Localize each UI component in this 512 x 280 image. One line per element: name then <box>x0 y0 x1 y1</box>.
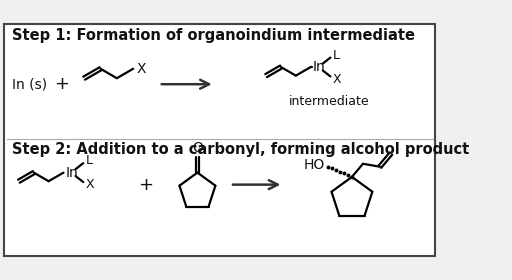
Text: In (s): In (s) <box>12 77 48 91</box>
Text: +: + <box>138 176 154 194</box>
Text: Step 1: Formation of organoindium intermediate: Step 1: Formation of organoindium interm… <box>12 27 415 43</box>
Text: X: X <box>137 62 146 76</box>
Text: L: L <box>86 154 93 167</box>
Text: X: X <box>333 73 342 86</box>
Text: HO: HO <box>303 158 325 172</box>
Text: Step 2: Addition to a carbonyl, forming alcohol product: Step 2: Addition to a carbonyl, forming … <box>12 142 470 157</box>
Text: L: L <box>333 48 340 62</box>
Text: O: O <box>192 141 203 155</box>
Text: +: + <box>54 75 69 93</box>
Text: intermediate: intermediate <box>289 95 370 108</box>
Text: X: X <box>86 178 94 191</box>
Text: In: In <box>65 165 78 179</box>
FancyBboxPatch shape <box>4 24 435 256</box>
Text: In: In <box>312 60 325 74</box>
